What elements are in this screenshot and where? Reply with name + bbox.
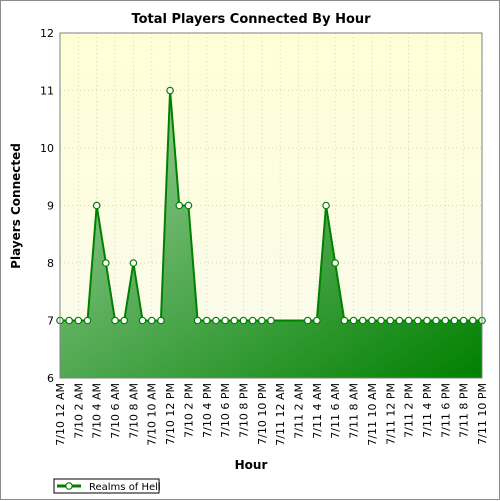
y-tick-label: 11 [40, 85, 54, 98]
y-tick-label: 6 [47, 372, 54, 385]
y-tick-labels: 6 7 8 9 10 11 12 [40, 27, 54, 385]
data-point [74, 316, 83, 325]
legend: Realms of Hell [53, 478, 161, 494]
x-tick-label: 7/10 8 PM [237, 383, 250, 438]
data-point [193, 316, 202, 325]
data-point [386, 316, 395, 325]
legend-label-realms-of-hell: Realms of Hell [89, 482, 161, 493]
x-tick-label: 7/10 12 PM [164, 383, 177, 445]
data-point [450, 316, 459, 325]
data-point [368, 316, 376, 325]
chart-title: Total Players Connected By Hour [131, 12, 371, 27]
data-point [331, 259, 340, 267]
data-point [129, 259, 138, 267]
data-point [441, 316, 450, 325]
data-point [65, 316, 73, 325]
y-tick-label: 12 [40, 27, 54, 40]
x-tick-label: 7/10 2 PM [182, 383, 195, 438]
x-tick-label: 7/10 12 AM [54, 383, 67, 446]
data-point [102, 259, 110, 267]
data-point [230, 316, 239, 325]
legend-marker-icon [65, 482, 73, 490]
data-point [340, 316, 349, 325]
data-point [322, 201, 330, 210]
x-axis-title: Hour [235, 458, 268, 472]
x-tick-label: 7/11 8 AM [348, 383, 361, 439]
data-point [202, 316, 211, 325]
data-point [432, 316, 440, 325]
data-point [349, 316, 358, 325]
data-point [83, 316, 92, 325]
data-point [147, 316, 156, 325]
x-tick-label: 7/10 4 PM [201, 383, 214, 438]
data-point [459, 316, 468, 325]
data-point [239, 316, 248, 325]
data-point [469, 316, 477, 325]
x-tick-label: 7/10 6 PM [219, 383, 232, 438]
data-point [138, 316, 147, 325]
x-tick-label: 7/11 10 PM [476, 383, 489, 445]
data-point [258, 316, 266, 325]
x-tick-label: 7/11 12 AM [274, 383, 287, 446]
x-tick-label: 7/11 10 AM [366, 383, 379, 446]
data-point [184, 201, 193, 210]
y-tick-label: 9 [47, 200, 54, 213]
data-point [423, 316, 431, 325]
x-tick-label: 7/10 6 AM [109, 383, 122, 439]
x-tick-label: 7/10 4 AM [91, 383, 104, 439]
data-point [175, 201, 184, 210]
area-fill [60, 90, 482, 378]
y-axis-title: Players Connected [9, 143, 23, 269]
data-point [157, 316, 165, 325]
data-point [221, 316, 229, 325]
x-tick-label: 7/11 2 AM [293, 383, 306, 439]
y-tick-label: 8 [47, 257, 54, 270]
x-tick-label: 7/11 6 PM [439, 383, 452, 438]
data-point [313, 316, 321, 325]
series-area-realms-of-hell [60, 90, 482, 378]
data-point [413, 316, 422, 325]
x-tick-label: 7/11 2 PM [403, 383, 416, 438]
data-point [120, 316, 129, 325]
x-tick-label: 7/10 10 PM [256, 383, 269, 445]
data-point [166, 86, 174, 95]
x-tick-label: 7/10 10 AM [146, 383, 159, 446]
data-point [303, 316, 312, 325]
data-point [377, 316, 385, 325]
x-tick-label: 7/11 12 PM [384, 383, 397, 445]
data-point [358, 316, 367, 325]
x-tick-label: 7/11 6 AM [329, 383, 342, 439]
data-point [111, 316, 119, 325]
data-point [267, 316, 275, 325]
data-point [404, 316, 413, 325]
data-point [248, 316, 257, 325]
y-tick-label: 7 [47, 315, 54, 328]
x-tick-label: 7/11 4 AM [311, 383, 324, 439]
data-point [395, 316, 404, 325]
x-tick-label: 7/11 4 PM [421, 383, 434, 438]
data-point [92, 201, 101, 210]
data-point [212, 316, 220, 325]
plot-border [59, 32, 483, 379]
x-tick-labels: 7/10 12 AM 7/10 2 AM 7/10 4 AM 7/10 6 AM 7/1… [54, 383, 489, 446]
x-tick-label: 7/10 2 AM [72, 383, 85, 439]
y-tick-label: 10 [40, 142, 54, 155]
legend-box [53, 478, 160, 494]
x-tick-label: 7/10 8 AM [127, 383, 140, 439]
x-tick-label: 7/11 8 PM [458, 383, 471, 438]
